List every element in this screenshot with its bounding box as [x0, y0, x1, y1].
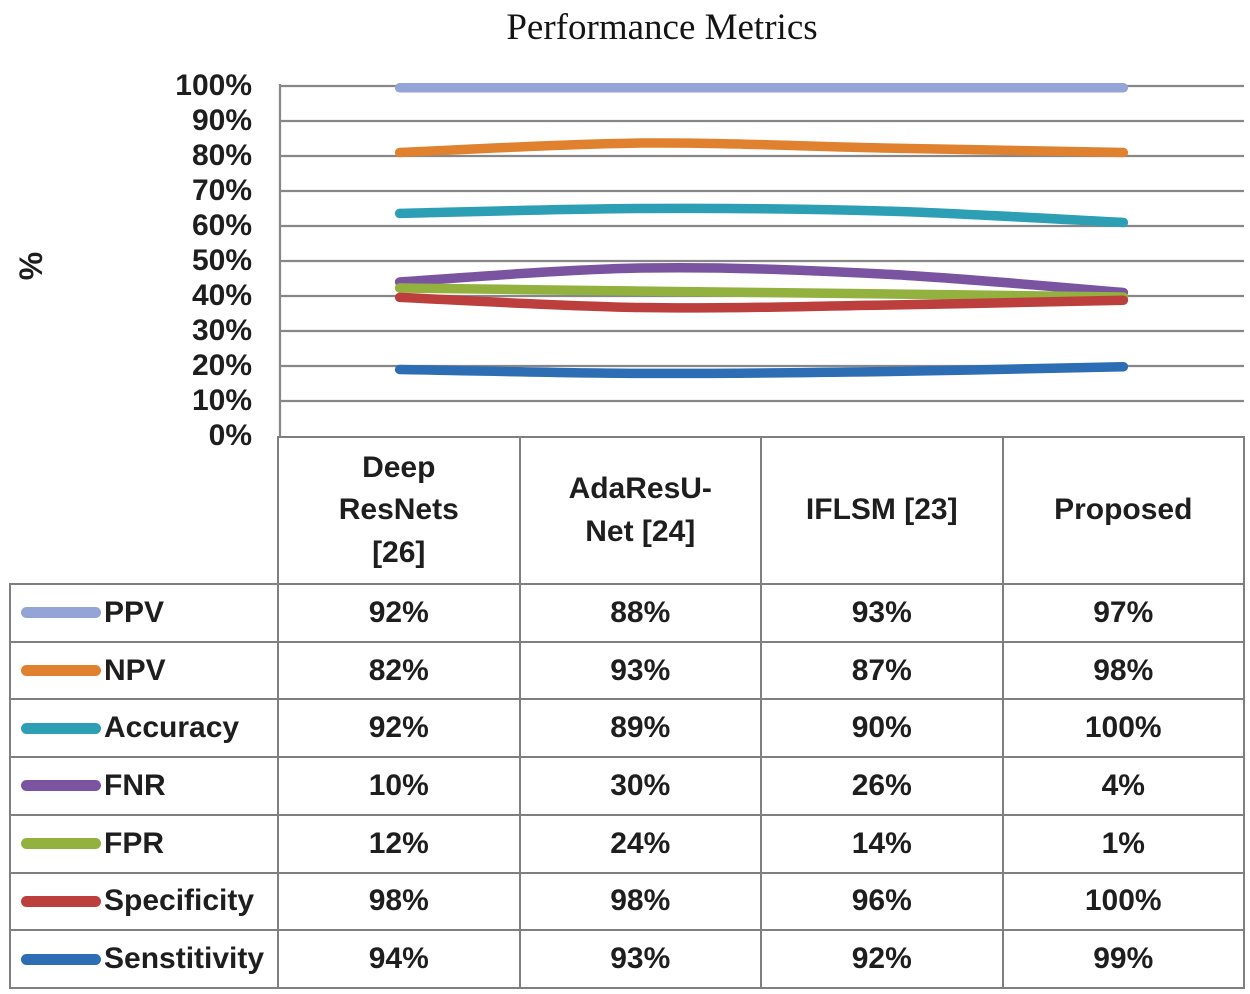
y-tick-label: 30%	[191, 314, 252, 347]
y-tick-label: 100%	[175, 69, 252, 102]
table-value: 92%	[279, 700, 521, 759]
y-axis-title: %	[13, 251, 49, 281]
senstitivity-line-swatch-icon	[21, 953, 101, 965]
y-tick-label: 60%	[191, 209, 252, 242]
y-tick-label: 40%	[191, 279, 252, 312]
table-value: 93%	[762, 585, 1004, 643]
column-header: Proposed	[1004, 438, 1245, 583]
table-value: 93%	[520, 931, 762, 989]
npv-line-swatch-icon	[21, 665, 101, 677]
series-label: PPV	[104, 595, 165, 629]
table-value: 24%	[520, 815, 762, 874]
y-tick-label: 70%	[191, 174, 252, 207]
y-tick-label: 0%	[208, 419, 252, 452]
series-label: FPR	[104, 826, 164, 860]
table-value: 92%	[762, 931, 1004, 989]
table-value: 96%	[762, 873, 1004, 932]
series-label: Senstitivity	[104, 942, 265, 976]
table-value: 97%	[1003, 585, 1245, 643]
table-body: PPV 92% 88% 93% 97% NPV 82% 93% 87% 98% …	[9, 583, 1245, 989]
legend-item-fnr: FNR	[11, 758, 279, 816]
table-value: 1%	[1003, 815, 1245, 874]
table-value: 98%	[279, 873, 521, 932]
table-value: 92%	[279, 585, 521, 643]
table-value: 93%	[520, 642, 762, 701]
series-line-npv	[394, 138, 1129, 158]
chart-title: Performance Metrics	[506, 7, 818, 48]
table-value: 90%	[762, 700, 1004, 759]
table-value: 87%	[762, 642, 1004, 701]
series-label: NPV	[104, 653, 166, 687]
y-tick-label: 50%	[191, 244, 252, 277]
y-tick-label: 20%	[191, 349, 252, 382]
legend-item-npv: NPV	[11, 642, 279, 701]
legend-item-accuracy: Accuracy	[11, 700, 279, 759]
column-header: Deep ResNets [26]	[279, 438, 521, 583]
y-tick-label: 10%	[191, 384, 252, 417]
table-value: 82%	[279, 642, 521, 701]
series-line-specificity	[394, 292, 1129, 313]
table-value: 10%	[279, 758, 521, 816]
table-value: 98%	[520, 873, 762, 932]
table-value: 98%	[1003, 642, 1245, 701]
table-value: 30%	[520, 758, 762, 816]
fpr-line-swatch-icon	[21, 838, 101, 850]
table-value: 88%	[520, 585, 762, 643]
table-value: 26%	[762, 758, 1004, 816]
fnr-line-swatch-icon	[21, 780, 101, 792]
column-header: IFLSM [23]	[762, 438, 1004, 583]
series-label: FNR	[104, 768, 166, 802]
series-label: Accuracy	[104, 711, 240, 745]
specificity-line-swatch-icon	[21, 895, 101, 907]
y-tick-label: 90%	[191, 104, 252, 137]
y-tick-label: 80%	[191, 139, 252, 172]
table-value: 100%	[1003, 700, 1245, 759]
series-line-fnr	[394, 262, 1129, 298]
table-value: 12%	[279, 815, 521, 874]
table-header-row: Deep ResNets [26] AdaResU- Net [24] IFLS…	[277, 436, 1245, 583]
series-label: Specificity	[104, 884, 255, 918]
table-value: 94%	[279, 931, 521, 989]
legend-item-ppv: PPV	[11, 585, 279, 643]
table-value: 4%	[1003, 758, 1245, 816]
series-line-accuracy	[394, 203, 1129, 228]
table-value: 14%	[762, 815, 1004, 874]
series-line-senstitivity	[394, 361, 1129, 379]
table-value: 89%	[520, 700, 762, 759]
series-line-fpr	[394, 283, 1129, 302]
accuracy-line-swatch-icon	[21, 722, 101, 734]
legend-item-fpr: FPR	[11, 815, 279, 874]
table-value: 100%	[1003, 873, 1245, 932]
data-table: Deep ResNets [26] AdaResU- Net [24] IFLS…	[9, 436, 1245, 989]
legend-item-specificity: Specificity	[11, 873, 279, 932]
table-value: 99%	[1003, 931, 1245, 989]
legend-item-senstitivity: Senstitivity	[11, 931, 279, 989]
ppv-line-swatch-icon	[21, 607, 101, 619]
column-header: AdaResU- Net [24]	[521, 438, 762, 583]
